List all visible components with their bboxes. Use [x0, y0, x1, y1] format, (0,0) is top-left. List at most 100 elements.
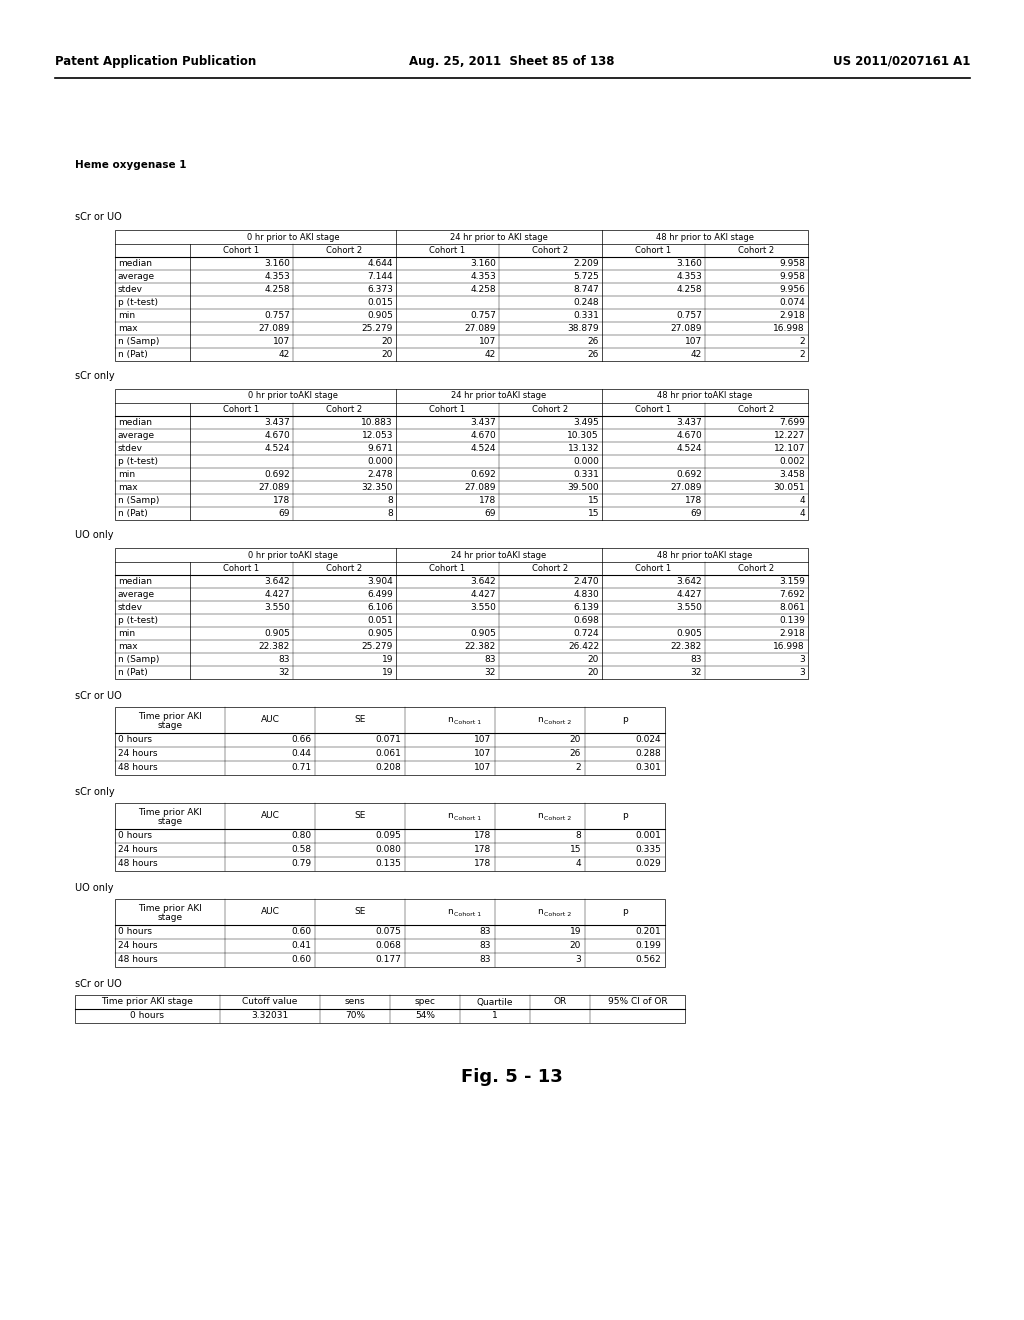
Text: 83: 83: [484, 655, 496, 664]
Text: 0 hours: 0 hours: [118, 832, 152, 841]
Bar: [115, 708, 665, 775]
Text: 69: 69: [279, 510, 290, 517]
Text: min: min: [118, 630, 135, 638]
Text: 0.44: 0.44: [291, 750, 311, 759]
Text: max: max: [118, 323, 137, 333]
Text: 83: 83: [279, 655, 290, 664]
Text: 4.524: 4.524: [677, 444, 702, 453]
Text: 4.427: 4.427: [677, 590, 702, 599]
Text: 3.437: 3.437: [470, 418, 496, 426]
Text: p: p: [623, 908, 628, 916]
Text: 83: 83: [479, 928, 490, 936]
Text: n: n: [538, 908, 543, 916]
Text: 95% CI of OR: 95% CI of OR: [607, 998, 668, 1006]
Text: 4.830: 4.830: [573, 590, 599, 599]
Text: 27.089: 27.089: [258, 323, 290, 333]
Text: n: n: [538, 715, 543, 725]
Text: 0.79: 0.79: [291, 859, 311, 869]
Text: Quartile: Quartile: [477, 998, 513, 1006]
Text: 3: 3: [575, 956, 581, 965]
Text: 0.60: 0.60: [291, 928, 311, 936]
Bar: [115, 548, 808, 678]
Text: 6.373: 6.373: [368, 285, 393, 294]
Text: 24 hr prior toAKI stage: 24 hr prior toAKI stage: [452, 392, 547, 400]
Text: Cohort 1: Cohort 1: [636, 246, 672, 255]
Text: sCr or UO: sCr or UO: [75, 979, 122, 989]
Text: 26.422: 26.422: [568, 642, 599, 651]
Text: 4.258: 4.258: [677, 285, 702, 294]
Text: 19: 19: [382, 655, 393, 664]
Text: 178: 178: [474, 846, 490, 854]
Text: 0.000: 0.000: [368, 457, 393, 466]
Text: 0.301: 0.301: [635, 763, 662, 772]
Text: 8: 8: [387, 510, 393, 517]
Text: 39.500: 39.500: [567, 483, 599, 492]
Text: Cohort 1: Cohort 1: [429, 246, 466, 255]
Text: max: max: [118, 642, 137, 651]
Text: 3.32031: 3.32031: [251, 1011, 289, 1020]
Text: 9.958: 9.958: [779, 272, 805, 281]
Text: 32.350: 32.350: [361, 483, 393, 492]
Text: 0.029: 0.029: [635, 859, 662, 869]
Text: Cohort 1: Cohort 1: [454, 912, 481, 916]
Text: median: median: [118, 577, 152, 586]
Text: 0.724: 0.724: [573, 630, 599, 638]
Text: 3.642: 3.642: [470, 577, 496, 586]
Text: 70%: 70%: [345, 1011, 366, 1020]
Text: stage: stage: [158, 721, 182, 730]
Text: 20: 20: [569, 735, 581, 744]
Text: Time prior AKI: Time prior AKI: [138, 711, 202, 721]
Text: 8.061: 8.061: [779, 603, 805, 612]
Text: 107: 107: [479, 337, 496, 346]
Text: 3.458: 3.458: [779, 470, 805, 479]
Text: p (t-test): p (t-test): [118, 457, 158, 466]
Text: 0.024: 0.024: [635, 735, 662, 744]
Text: Cohort 2: Cohort 2: [738, 246, 774, 255]
Text: 0.66: 0.66: [291, 735, 311, 744]
Text: 27.089: 27.089: [671, 483, 702, 492]
Text: SE: SE: [354, 908, 366, 916]
Text: Cohort 2: Cohort 2: [544, 912, 571, 916]
Text: 20: 20: [382, 350, 393, 359]
Text: 12.227: 12.227: [774, 432, 805, 440]
Text: 0.331: 0.331: [573, 312, 599, 319]
Text: min: min: [118, 312, 135, 319]
Bar: [115, 803, 665, 871]
Text: 4.670: 4.670: [470, 432, 496, 440]
Bar: [115, 899, 665, 968]
Text: Cohort 1: Cohort 1: [636, 564, 672, 573]
Text: 26: 26: [569, 750, 581, 759]
Text: 0.41: 0.41: [291, 941, 311, 950]
Text: 20: 20: [588, 668, 599, 677]
Text: 3.642: 3.642: [677, 577, 702, 586]
Text: Cohort 1: Cohort 1: [429, 564, 466, 573]
Text: n: n: [447, 715, 453, 725]
Text: 3.160: 3.160: [676, 259, 702, 268]
Text: 9.671: 9.671: [368, 444, 393, 453]
Text: 0.58: 0.58: [291, 846, 311, 854]
Text: 48 hours: 48 hours: [118, 763, 158, 772]
Text: 48 hours: 48 hours: [118, 956, 158, 965]
Text: Aug. 25, 2011  Sheet 85 of 138: Aug. 25, 2011 Sheet 85 of 138: [410, 55, 614, 69]
Text: Cohort 2: Cohort 2: [327, 405, 362, 414]
Text: 83: 83: [479, 941, 490, 950]
Text: US 2011/0207161 A1: US 2011/0207161 A1: [833, 55, 970, 69]
Text: 8: 8: [575, 832, 581, 841]
Text: UO only: UO only: [75, 883, 114, 894]
Text: 8.747: 8.747: [573, 285, 599, 294]
Text: 4.258: 4.258: [470, 285, 496, 294]
Text: 25.279: 25.279: [361, 642, 393, 651]
Text: 0.095: 0.095: [375, 832, 401, 841]
Text: Cohort 2: Cohort 2: [738, 564, 774, 573]
Text: Heme oxygenase 1: Heme oxygenase 1: [75, 160, 186, 170]
Text: 0.698: 0.698: [573, 616, 599, 624]
Text: average: average: [118, 272, 155, 281]
Text: 2.478: 2.478: [368, 470, 393, 479]
Text: 15: 15: [588, 510, 599, 517]
Text: Cohort 2: Cohort 2: [532, 405, 568, 414]
Text: Cohort 1: Cohort 1: [223, 564, 259, 573]
Text: 48 hr prior to AKI stage: 48 hr prior to AKI stage: [656, 232, 754, 242]
Text: 0.071: 0.071: [375, 735, 401, 744]
Text: 0.692: 0.692: [676, 470, 702, 479]
Text: 0.068: 0.068: [375, 941, 401, 950]
